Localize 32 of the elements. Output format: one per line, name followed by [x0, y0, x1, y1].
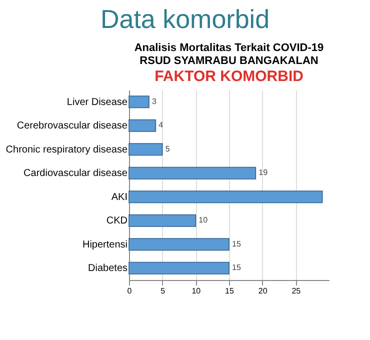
bar	[128, 166, 256, 180]
data-label: 5	[165, 144, 170, 154]
data-label: 3	[152, 96, 157, 106]
data-label: 4	[158, 120, 164, 130]
data-label: 15	[232, 263, 242, 272]
bar	[128, 214, 196, 227]
chart-subtitle: Analisis Mortalitas Terkait COVID-19 RSUD SYAMRABU BANGAKALAN	[134, 42, 324, 67]
x-tick-label: 5	[160, 286, 166, 296]
x-tick-label: 20	[258, 286, 268, 296]
bar	[128, 119, 156, 132]
x-tick-label: 0	[127, 286, 132, 296]
bar	[128, 190, 323, 204]
text: FAKTOR KOMORBID	[154, 68, 304, 85]
y-tick-label: Liver Disease	[66, 96, 128, 108]
x-tick-label: 10	[192, 286, 202, 296]
bar	[128, 143, 163, 156]
bar	[128, 96, 150, 108]
x-tick-label: 15	[225, 286, 234, 296]
x-tick-label: 25	[292, 286, 302, 296]
y-tick-label: Cardiovascular disease	[24, 168, 128, 180]
data-label: 15	[232, 239, 242, 248]
chart-title: Data komorbid	[99, 4, 271, 35]
y-tick-label: CKD	[106, 216, 128, 227]
bar	[128, 262, 230, 274]
y-tick-label: AKI	[111, 192, 128, 203]
y-tick-label: Chronic respiratory disease	[6, 144, 128, 156]
data-label: 10	[198, 216, 208, 225]
bar	[128, 238, 230, 251]
y-tick-label: Diabetes	[88, 263, 128, 274]
data-label: 19	[258, 168, 268, 178]
y-tick-label: Cerebrovascular disease	[16, 120, 128, 132]
y-tick-label: Hipertensi	[82, 239, 128, 250]
